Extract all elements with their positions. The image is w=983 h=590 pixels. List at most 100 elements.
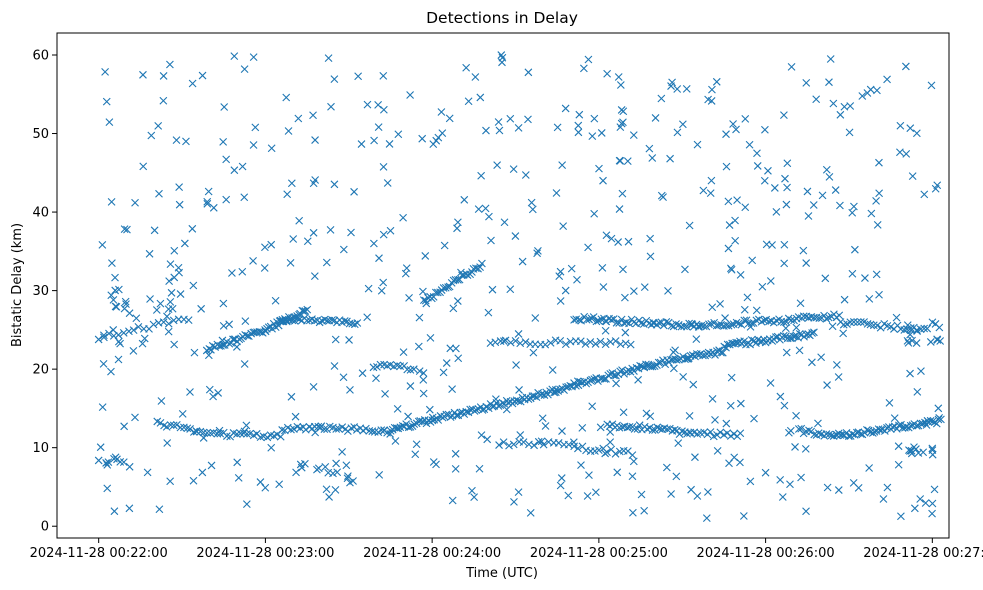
detection-marker xyxy=(206,429,215,438)
detection-marker xyxy=(844,432,853,441)
detection-marker xyxy=(370,427,379,436)
detection-marker xyxy=(164,319,173,328)
detection-marker xyxy=(713,447,722,455)
detection-marker xyxy=(875,290,883,299)
detection-marker xyxy=(555,272,564,280)
detection-marker xyxy=(288,316,297,325)
detection-marker xyxy=(900,326,909,334)
detection-marker xyxy=(530,392,539,400)
detection-marker xyxy=(733,196,741,205)
detection-marker xyxy=(180,239,189,248)
detection-marker xyxy=(706,428,715,436)
detection-marker xyxy=(477,431,486,440)
detection-marker xyxy=(739,512,748,520)
detection-marker xyxy=(322,485,331,494)
detection-marker xyxy=(693,492,702,500)
detection-marker xyxy=(872,197,880,205)
detection-marker xyxy=(927,81,936,90)
detection-marker xyxy=(567,264,576,273)
detection-marker xyxy=(203,428,211,437)
detection-marker xyxy=(780,240,789,249)
detection-marker xyxy=(722,419,731,428)
detection-marker xyxy=(203,199,212,208)
detection-marker xyxy=(743,293,752,302)
detection-marker xyxy=(933,181,942,190)
detection-marker xyxy=(169,421,178,430)
detection-marker xyxy=(314,422,323,431)
detection-marker xyxy=(597,129,606,137)
detection-marker xyxy=(309,111,317,120)
detection-marker xyxy=(791,332,800,341)
x-tick-label: 2024-11-28 00:24:00 xyxy=(363,546,501,561)
detection-marker xyxy=(548,366,557,374)
detection-marker xyxy=(848,430,857,438)
detection-marker xyxy=(561,104,570,113)
detection-marker xyxy=(350,320,359,329)
detection-marker xyxy=(803,187,812,196)
detection-marker xyxy=(883,75,891,84)
detection-marker xyxy=(287,392,296,401)
x-tick-label: 2024-11-28 00:23:00 xyxy=(196,546,334,561)
detection-marker xyxy=(655,319,663,327)
detection-marker xyxy=(120,304,129,313)
detection-marker xyxy=(757,317,766,326)
detection-marker xyxy=(495,441,503,449)
detection-marker xyxy=(804,212,813,220)
detection-marker xyxy=(346,385,354,394)
detection-marker xyxy=(599,176,607,185)
detection-marker xyxy=(121,297,130,306)
detection-marker xyxy=(468,486,476,495)
detection-marker xyxy=(692,335,701,344)
detection-marker xyxy=(238,162,247,171)
detection-marker xyxy=(157,397,166,405)
detection-marker xyxy=(131,413,139,422)
detection-marker xyxy=(674,439,683,448)
detection-marker xyxy=(102,459,110,467)
detection-marker xyxy=(129,326,138,335)
detection-marker xyxy=(292,468,300,477)
detection-marker xyxy=(592,317,601,326)
detection-marker xyxy=(138,339,147,348)
detection-marker xyxy=(736,270,745,279)
detection-marker xyxy=(509,165,518,173)
detection-marker xyxy=(554,439,563,447)
detection-marker xyxy=(320,315,329,324)
detection-marker xyxy=(680,322,688,331)
detection-marker xyxy=(159,96,168,105)
detection-marker xyxy=(612,379,620,388)
detection-marker xyxy=(666,154,674,163)
detection-marker xyxy=(379,230,388,239)
detection-marker xyxy=(782,318,791,326)
detection-marker xyxy=(238,267,247,276)
detection-marker xyxy=(96,443,105,452)
detection-marker xyxy=(377,426,386,435)
detection-marker xyxy=(748,256,757,265)
detection-marker xyxy=(836,110,845,119)
detection-marker xyxy=(343,474,352,483)
detection-marker xyxy=(912,421,921,430)
detection-marker xyxy=(340,317,349,325)
detection-marker xyxy=(668,78,676,87)
detection-marker xyxy=(870,427,879,436)
detection-marker xyxy=(919,448,928,457)
detection-marker xyxy=(833,431,841,440)
detection-marker xyxy=(896,148,904,157)
y-tick-label: 20 xyxy=(32,363,49,378)
detection-marker xyxy=(829,99,838,108)
detection-marker xyxy=(752,306,761,315)
detection-marker xyxy=(386,430,395,438)
detection-marker xyxy=(514,123,523,132)
x-axis-label: Time (UTC) xyxy=(465,566,538,581)
detection-marker xyxy=(263,433,272,442)
detection-marker xyxy=(454,354,463,363)
detection-marker xyxy=(628,451,637,459)
detection-marker xyxy=(866,85,875,94)
detection-marker xyxy=(249,53,258,62)
detection-marker xyxy=(770,184,779,192)
detection-marker xyxy=(111,273,119,282)
detection-marker xyxy=(357,140,366,148)
detection-marker xyxy=(172,421,181,429)
detection-marker xyxy=(510,498,518,506)
detection-marker xyxy=(820,311,828,320)
